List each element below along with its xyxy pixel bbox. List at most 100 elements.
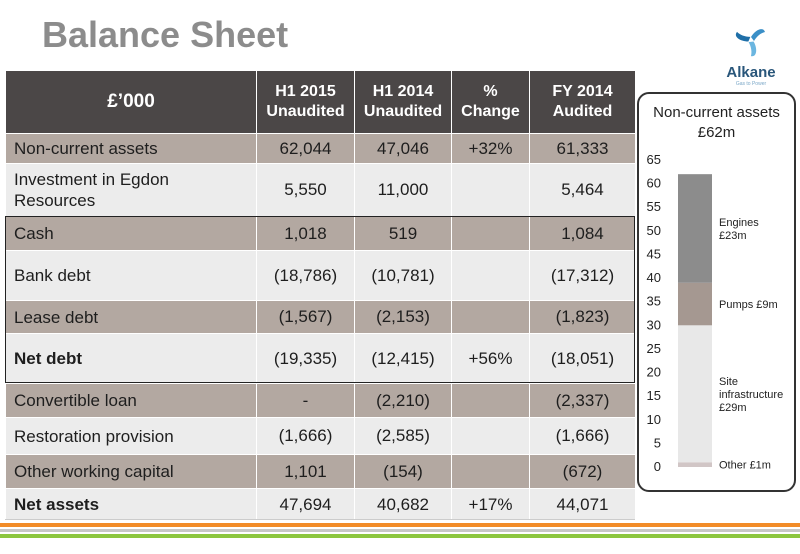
y-tick-label: 55	[647, 199, 661, 214]
row-label-line1: Investment in Egdon	[14, 170, 169, 189]
footer-stripe-grey	[0, 529, 800, 532]
y-tick-label: 10	[647, 412, 661, 427]
header-change: % Change	[451, 70, 530, 134]
cell-fy-2014: (1,666)	[529, 417, 636, 455]
table-row: Bank debt (18,786) (10,781) (17,312)	[5, 250, 636, 301]
cell-h1-2014: (2,210)	[354, 383, 452, 418]
cell-change	[451, 454, 530, 489]
table-row: Non-current assets 62,044 47,046 +32% 61…	[5, 133, 636, 164]
header-h1-2015: H1 2015 Unaudited	[256, 70, 355, 134]
table-row: Restoration provision (1,666) (2,585) (1…	[5, 417, 636, 455]
cell-h1-2014: (2,585)	[354, 417, 452, 455]
cell-fy-2014: (2,337)	[529, 383, 636, 418]
cell-fy-2014: 44,071	[529, 488, 636, 521]
cell-h1-2014: 47,046	[354, 133, 452, 164]
table-header-row: £’000 H1 2015 Unaudited H1 2014 Unaudited …	[5, 70, 636, 134]
y-tick-label: 30	[647, 317, 661, 332]
cell-h1-2014: (12,415)	[354, 333, 452, 384]
chart-title: Non-current assets £62m	[639, 103, 794, 143]
table-row: Cash 1,018 519 1,084	[5, 216, 636, 251]
header-fy-2014-line1: FY 2014	[552, 83, 613, 100]
chart-title-line2: £62m	[697, 124, 736, 141]
y-tick-label: 25	[647, 341, 661, 356]
segment-label: Pumps £9m	[719, 299, 778, 311]
table-row: Convertible loan - (2,210) (2,337)	[5, 383, 636, 418]
page-title: Balance Sheet	[42, 14, 289, 55]
row-label: Net debt	[5, 333, 257, 384]
cell-fy-2014: (1,823)	[529, 300, 636, 334]
row-label: Cash	[5, 216, 257, 251]
cell-h1-2015: 62,044	[256, 133, 355, 164]
cell-fy-2014: 5,464	[529, 163, 636, 217]
cell-fy-2014: (672)	[529, 454, 636, 489]
table-row: Lease debt (1,567) (2,153) (1,823)	[5, 300, 636, 334]
row-label: Non-current assets	[5, 133, 257, 164]
bar-segment	[678, 174, 712, 283]
segment-label: Other £1m	[719, 460, 771, 472]
cell-fy-2014: (18,051)	[529, 333, 636, 384]
cell-h1-2015: 1,018	[256, 216, 355, 251]
cell-change	[451, 250, 530, 301]
cell-h1-2015: (19,335)	[256, 333, 355, 384]
header-h1-2014: H1 2014 Unaudited	[354, 70, 452, 134]
y-tick-label: 65	[647, 152, 661, 167]
y-tick-label: 0	[654, 459, 661, 474]
table-bottom-divider	[5, 519, 635, 520]
row-label: Bank debt	[5, 250, 257, 301]
segment-label: Site infrastructure £29m	[719, 376, 783, 414]
cell-h1-2015: -	[256, 383, 355, 418]
table-row: Investment in Egdon Resources 5,550 11,00…	[5, 163, 636, 217]
cell-fy-2014: (17,312)	[529, 250, 636, 301]
logo-name: Alkane	[726, 64, 776, 81]
cell-change	[451, 300, 530, 334]
row-label: Lease debt	[5, 300, 257, 334]
row-label: Other working capital	[5, 454, 257, 489]
cell-change	[451, 216, 530, 251]
balance-sheet-table: £’000 H1 2015 Unaudited H1 2014 Unaudited …	[5, 70, 636, 521]
row-label-line2: Resources	[14, 191, 96, 210]
cell-h1-2014: 40,682	[354, 488, 452, 521]
bar-segment	[678, 462, 712, 467]
y-tick-label: 20	[647, 365, 661, 380]
cell-change	[451, 163, 530, 217]
row-label: Restoration provision	[5, 417, 257, 455]
alkane-pinwheel-icon	[735, 29, 765, 57]
bar-segment	[678, 282, 712, 326]
cell-change	[451, 383, 530, 418]
cell-change	[451, 417, 530, 455]
cell-h1-2014: 519	[354, 216, 452, 251]
row-label: Investment in Egdon Resources	[5, 163, 257, 217]
header-h1-2015-line1: H1 2015	[275, 83, 336, 100]
header-change-line1: %	[483, 83, 498, 100]
cell-h1-2015: (18,786)	[256, 250, 355, 301]
bar-segment	[678, 325, 712, 463]
header-h1-2014-line2: Unaudited	[363, 103, 443, 120]
row-label: Net assets	[5, 488, 257, 521]
logo-tagline: Gas to Power	[735, 81, 767, 87]
cell-h1-2014: (10,781)	[354, 250, 452, 301]
header-change-line2: Change	[461, 103, 520, 120]
cell-h1-2014: (154)	[354, 454, 452, 489]
table-row: Net assets 47,694 40,682 +17% 44,071	[5, 488, 636, 521]
cell-h1-2014: (2,153)	[354, 300, 452, 334]
cell-change: +32%	[451, 133, 530, 164]
segment-label: Engines £23m	[719, 217, 759, 242]
y-tick-label: 50	[647, 223, 661, 238]
cell-h1-2015: (1,567)	[256, 300, 355, 334]
header-h1-2014-line1: H1 2014	[372, 83, 434, 100]
cell-change: +17%	[451, 488, 530, 521]
header-h1-2015-line2: Unaudited	[266, 103, 345, 120]
cell-change: +56%	[451, 333, 530, 384]
cell-fy-2014: 61,333	[529, 133, 636, 164]
table-row: Net debt (19,335) (12,415) +56% (18,051)	[5, 333, 636, 384]
chart-title-line1: Non-current assets	[653, 104, 780, 121]
cell-h1-2015: 1,101	[256, 454, 355, 489]
non-current-assets-chart-panel: Non-current assets £62m 0 5 10 15 20 25 30 35 40…	[637, 92, 796, 492]
footer-stripe-green	[0, 534, 800, 538]
table-row: Other working capital 1,101 (154) (672)	[5, 454, 636, 489]
cell-h1-2015: 47,694	[256, 488, 355, 521]
y-tick-label: 5	[654, 435, 661, 450]
y-tick-label: 15	[647, 388, 661, 403]
cell-h1-2015: (1,666)	[256, 417, 355, 455]
company-logo: Alkane Gas to Power	[722, 22, 780, 87]
